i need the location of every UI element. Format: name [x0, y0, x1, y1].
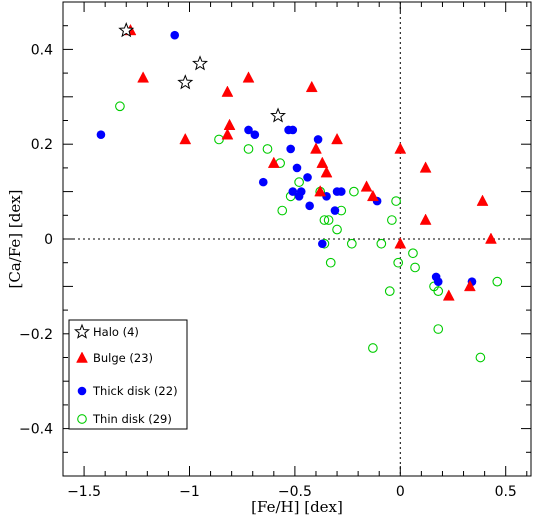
thick-disk-point: [330, 206, 340, 215]
thin-disk-point: [475, 352, 486, 363]
thin-disk-point: [376, 238, 387, 249]
y-axis-title: [Ca/Fe] [dex]: [6, 189, 24, 288]
bulge-point: [305, 80, 318, 93]
thin-disk-point: [408, 248, 418, 259]
thick-disk-point: [288, 125, 298, 135]
bulge-point: [314, 185, 327, 197]
thin-disk-point: [332, 224, 342, 235]
bulge-point: [419, 161, 432, 173]
bulge-point: [316, 156, 329, 168]
thick-disk-point: [294, 192, 304, 201]
thin-disk-point: [294, 177, 304, 187]
bulge-point: [394, 142, 407, 154]
thin-disk-point: [346, 238, 357, 249]
legend-label: Thick disk (22): [92, 384, 178, 398]
series-group: [124, 23, 497, 301]
bulge-point: [463, 279, 476, 292]
thin-disk-point: [262, 144, 273, 154]
bulge-point: [331, 132, 343, 145]
thin-disk-point: [387, 215, 397, 225]
thick-disk-point: [170, 30, 180, 40]
thin-disk-point: [433, 286, 444, 296]
thick-disk-point: [288, 187, 298, 196]
legend-marker: [76, 351, 88, 363]
bulge-point: [394, 237, 407, 249]
thin-disk-point: [391, 196, 401, 206]
thick-disk-point: [313, 135, 323, 144]
bulge-point: [366, 189, 379, 202]
y-tick-label: −0.2: [19, 327, 53, 343]
bulge-point: [223, 118, 236, 130]
thin-disk-point: [393, 257, 404, 268]
y-tick-label: 0.4: [31, 42, 53, 58]
x-axis-title: [Fe/H] [dex]: [251, 498, 343, 516]
thick-disk-point: [336, 187, 346, 196]
thin-disk-point: [410, 262, 420, 273]
thin-disk-point: [115, 101, 125, 112]
bulge-point: [221, 85, 234, 97]
thick-disk-point: [317, 239, 327, 249]
thin-disk-point: [368, 343, 378, 353]
bulge-point: [179, 132, 192, 145]
bulge-point: [137, 71, 150, 83]
thick-disk-point: [303, 173, 312, 182]
thin-disk-point: [277, 205, 288, 216]
thick-disk-point: [258, 177, 268, 187]
axis-ticks: [62, 1, 531, 477]
thin-disk-point: [323, 215, 334, 225]
series-group: [118, 22, 286, 123]
tick-labels: −1.5 −1 −0.5 0 0.5 −0.4 −0.2 0 0.2 0.4: [19, 42, 517, 500]
thin-disk-point: [492, 276, 503, 287]
bulge-point: [485, 232, 497, 244]
thick-disk-point: [244, 125, 253, 135]
legend-label: Thin disk (29): [92, 412, 172, 426]
x-tick-label: −1: [179, 484, 200, 500]
legend-marker: [77, 414, 87, 424]
x-tick-label: 0.5: [495, 484, 517, 500]
thin-disk-point: [325, 257, 336, 268]
bulge-point: [476, 194, 489, 206]
legend-label: Halo (4): [93, 325, 139, 339]
x-tick-label: 0: [396, 484, 405, 500]
thick-disk-point: [250, 130, 260, 140]
x-tick-label: −0.5: [278, 484, 312, 500]
x-tick-label: −1.5: [67, 484, 101, 500]
thin-disk-point: [349, 186, 359, 197]
y-tick-label: 0.2: [31, 137, 53, 153]
bulge-point: [320, 166, 333, 178]
legend-entries: Halo (4) Bulge (23) Thick disk (22) Thin di…: [74, 323, 178, 426]
thick-disk-point: [96, 130, 106, 140]
thin-disk-point: [243, 144, 254, 154]
legend-box: [68, 319, 188, 430]
halo-point: [177, 74, 194, 90]
bulge-point: [360, 180, 373, 192]
legend: Halo (4) Bulge (23) Thick disk (22) Thin di…: [68, 319, 188, 430]
thick-disk-point: [433, 277, 443, 286]
legend-marker: [77, 386, 87, 396]
halo-point: [118, 22, 135, 38]
bulge-point: [267, 156, 280, 168]
thick-disk-point: [286, 144, 295, 154]
y-tick-label: −0.4: [19, 422, 53, 438]
bulge-point: [242, 71, 255, 83]
thin-disk-point: [433, 324, 444, 334]
legend-marker: [74, 323, 90, 339]
data-points: [96, 22, 503, 363]
bulge-point: [310, 142, 322, 154]
y-tick-label: 0: [44, 232, 53, 248]
halo-point: [270, 107, 286, 123]
thick-disk-point: [292, 163, 302, 173]
bulge-point: [419, 213, 432, 225]
bulge-point: [442, 289, 455, 301]
series-group: [96, 30, 477, 286]
thin-disk-point: [319, 215, 330, 225]
reference-lines: [63, 2, 531, 476]
thin-disk-point: [384, 286, 395, 296]
bulge-point: [221, 128, 234, 140]
legend-label: Bulge (23): [93, 351, 153, 365]
halo-point: [192, 55, 208, 71]
thick-disk-point: [305, 201, 314, 211]
